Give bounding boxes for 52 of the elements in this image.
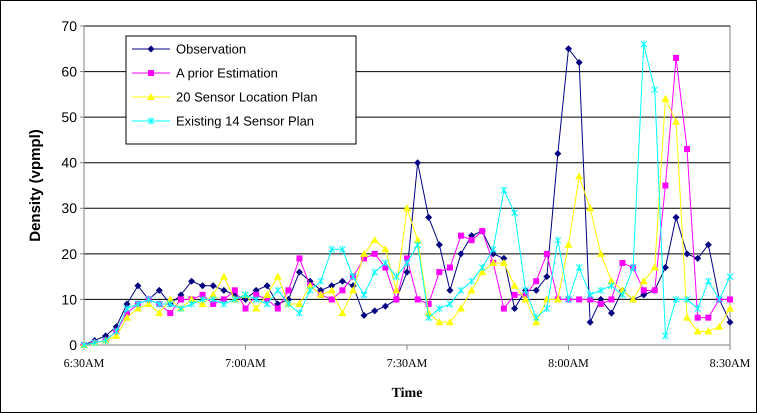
point [554,150,562,158]
point [672,214,680,221]
y-tick-label: 50 [61,109,78,126]
legend-label: Existing 14 Sensor Plan [176,114,314,129]
y-tick-label: 30 [61,200,78,216]
y-tick-label: 70 [61,18,78,34]
point [532,286,540,294]
x-tick-label: 8:00AM [548,356,590,370]
point [726,318,734,326]
point [199,282,206,290]
point [360,312,368,319]
point [586,318,594,326]
point [188,278,196,285]
x-tick-label: 8:30AM [710,356,751,370]
y-tick-label: 60 [61,63,78,80]
point [371,307,378,314]
y-tick-label: 0 [69,336,78,353]
x-tick-label: 6:30AM [64,356,105,370]
point [511,305,518,312]
point [134,282,142,290]
point [210,282,217,290]
point [662,264,669,272]
point [684,250,691,258]
point [414,159,422,166]
point [264,282,271,290]
point [156,286,163,294]
point [436,241,443,248]
point [608,310,615,317]
point [220,286,228,294]
point [404,268,410,276]
point [382,302,389,310]
y-tick-label: 10 [61,291,78,308]
legend-label: Observation [176,42,246,57]
y-tick-label: 40 [61,154,78,171]
point [425,214,432,221]
point [576,58,583,66]
point [694,254,702,262]
x-tick-label: 7:00AM [225,356,266,370]
y-tick-label: 20 [61,246,78,262]
x-tick-label: 7:30AM [386,356,428,370]
x-axis-title: Time [392,386,422,401]
point [704,241,712,248]
point [296,268,303,276]
legend-label: A prior Estimation [176,66,278,81]
point [338,278,346,285]
y-axis-title: Density (vpmpl) [27,129,44,242]
point [123,300,130,308]
point [543,273,550,280]
point [565,45,572,52]
legend-label: 20 Sensor Location Plan [176,90,318,105]
point [446,286,454,294]
point [457,250,464,258]
